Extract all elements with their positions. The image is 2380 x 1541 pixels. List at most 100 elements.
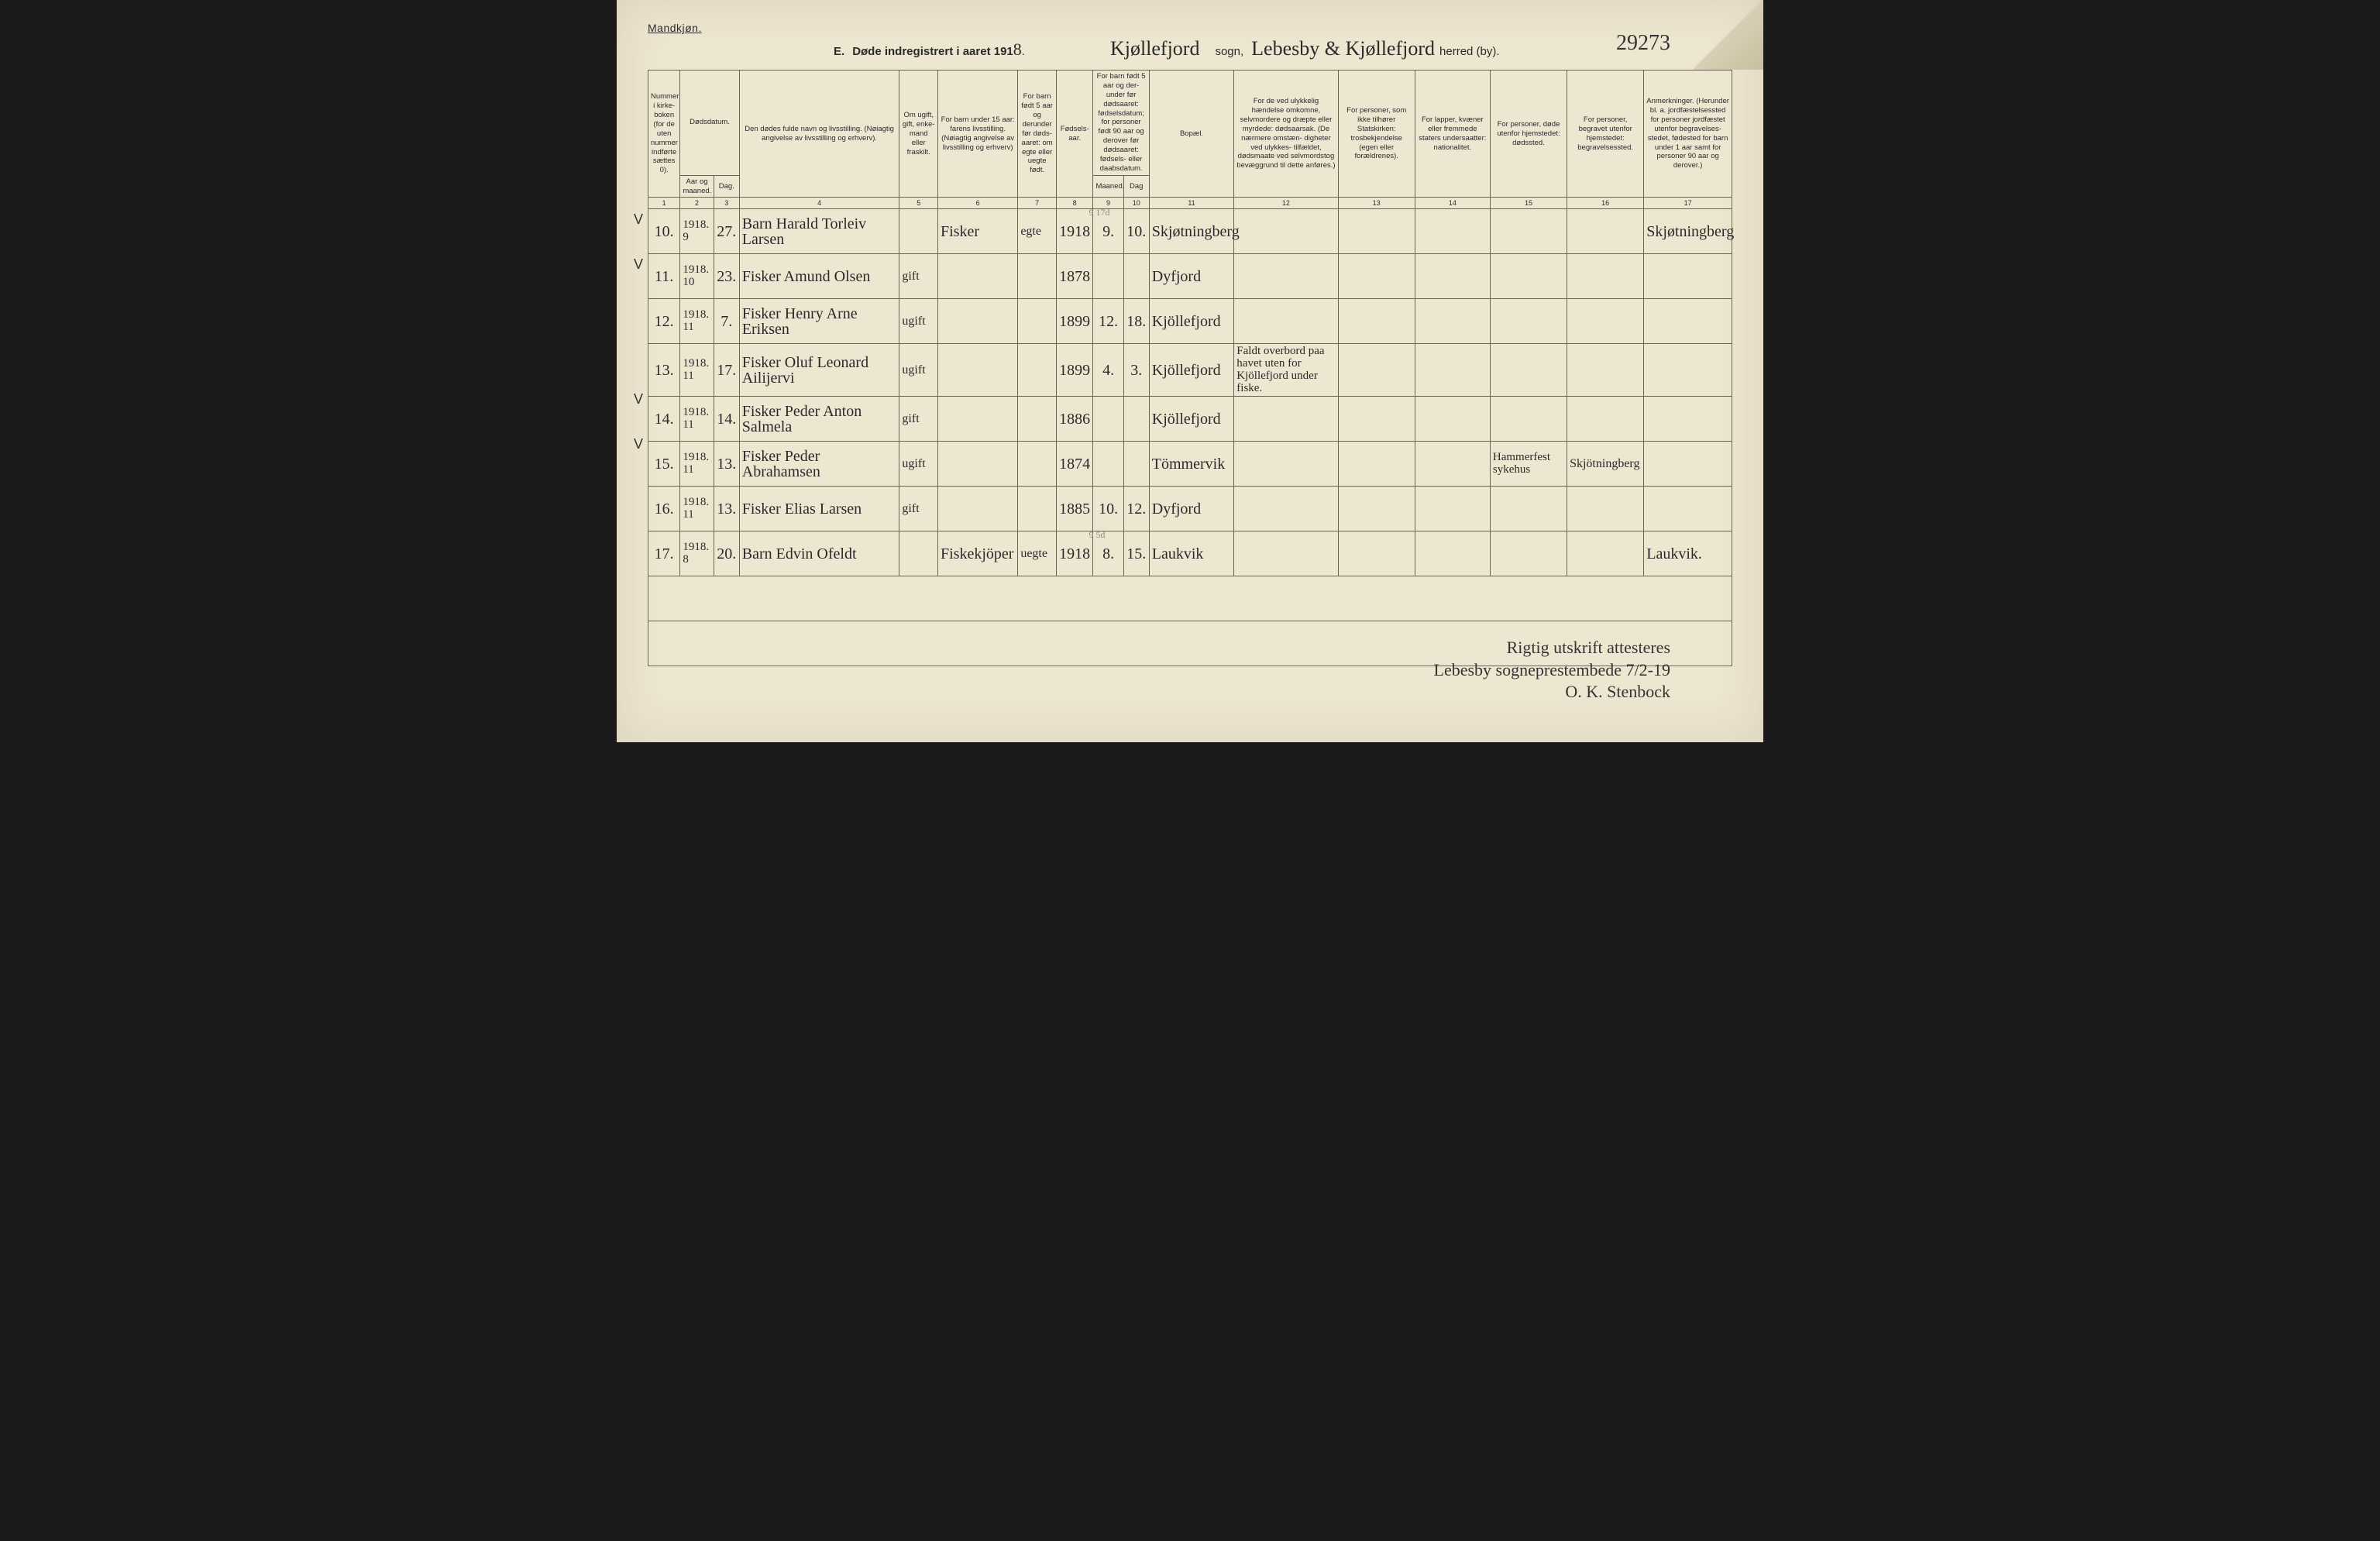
column-number: 11 (1149, 198, 1234, 209)
register-table: Nummer i kirke- boken (for de uten numme… (648, 70, 1732, 666)
col-17-header: Anmerkninger. (Herunder bl. a. jordfæste… (1644, 71, 1732, 198)
herred-label: herred (by). (1439, 45, 1500, 58)
cell (1644, 299, 1732, 344)
cell (1018, 487, 1057, 531)
cell: ugift (899, 299, 938, 344)
cell: Fisker Henry Arne Eriksen (739, 299, 899, 344)
cell (1567, 531, 1644, 576)
cell: ugift (899, 442, 938, 487)
cell: egte (1018, 209, 1057, 254)
cell (1490, 344, 1567, 397)
col-6-header: For barn under 15 aar: farens livsstilli… (938, 71, 1018, 198)
cell (938, 487, 1018, 531)
table-head: Nummer i kirke- boken (for de uten numme… (648, 71, 1732, 198)
table-row: 12.1918. 117.Fisker Henry Arne Eriksenug… (648, 299, 1732, 344)
cell: Fisker Peder Anton Salmela (739, 397, 899, 442)
pencil-note: 9 17d (1089, 208, 1109, 217)
cell (1123, 397, 1149, 442)
cell (1415, 397, 1490, 442)
col-11-header: Bopæl. (1149, 71, 1234, 198)
cell: 12. (1123, 487, 1149, 531)
cell: Kjöllefjord (1149, 299, 1234, 344)
cell: 12. (648, 299, 680, 344)
cell: 16. (648, 487, 680, 531)
cell (1234, 299, 1338, 344)
cell: 12. (1093, 299, 1123, 344)
col-15-header: For personer, døde utenfor hjemstedet: d… (1490, 71, 1567, 198)
cell: 1918. 10 (680, 254, 714, 299)
sogn-label: sogn, (1215, 45, 1243, 58)
cell: 1899 (1056, 299, 1093, 344)
cell: 1899 (1056, 344, 1093, 397)
cell (1234, 209, 1338, 254)
table-row: 15.1918. 1113.Fisker Peder Abrahamsenugi… (648, 442, 1732, 487)
cell: gift (899, 487, 938, 531)
cell (899, 209, 938, 254)
cell (1490, 531, 1567, 576)
col-1-header: Nummer i kirke- boken (for de uten numme… (648, 71, 680, 198)
title-prefix: Døde indregistrert i aaret 191 (852, 45, 1013, 58)
cell: 1918. 9 (680, 209, 714, 254)
cell: uegte (1018, 531, 1057, 576)
cell: 13. (714, 442, 739, 487)
column-number: 12 (1234, 198, 1338, 209)
cell (1123, 254, 1149, 299)
cell: 11. (648, 254, 680, 299)
cell: 1918 (1056, 531, 1093, 576)
cell (1490, 397, 1567, 442)
cell (1338, 209, 1415, 254)
cell: ugift (899, 344, 938, 397)
cell (1018, 254, 1057, 299)
cell (1567, 397, 1644, 442)
footer-attestation: Rigtig utskrift attesteres Lebesby sogne… (1434, 637, 1670, 703)
cell: 14. (648, 397, 680, 442)
cell: gift (899, 397, 938, 442)
cell: 1918 (1056, 209, 1093, 254)
row-checkmark: V (634, 391, 643, 408)
row-checkmark: V (634, 212, 643, 228)
title-row: E. Døde indregistrert i aaret 191 8 . Kj… (648, 37, 1732, 60)
cell (1093, 254, 1123, 299)
cell (1415, 254, 1490, 299)
cell (1338, 442, 1415, 487)
cell: 1918. 11 (680, 299, 714, 344)
col-5-header: Om ugift, gift, enke- mand eller fraskil… (899, 71, 938, 198)
column-number: 10 (1123, 198, 1149, 209)
col-14-header: For lapper, kvæner eller fremmede stater… (1415, 71, 1490, 198)
cell (1018, 344, 1057, 397)
cell (1644, 487, 1732, 531)
cell (1338, 299, 1415, 344)
cell (1234, 487, 1338, 531)
col-8-header: Fødsels- aar. (1056, 71, 1093, 198)
column-number: 3 (714, 198, 739, 209)
cell (938, 344, 1018, 397)
col-13-header: For personer, som ikke tilhører Statskir… (1338, 71, 1415, 198)
cell: 23. (714, 254, 739, 299)
cell (1415, 209, 1490, 254)
cell (899, 531, 938, 576)
cell (1234, 254, 1338, 299)
table-row: 13.1918. 1117.Fisker Oluf Leonard Ailije… (648, 344, 1732, 397)
footer-line-2: Lebesby sogneprestembede 7/2-19 (1434, 659, 1670, 682)
cell: Kjöllefjord (1149, 344, 1234, 397)
column-number: 15 (1490, 198, 1567, 209)
column-number: 4 (739, 198, 899, 209)
cell (1567, 209, 1644, 254)
cell (1644, 254, 1732, 299)
cell (938, 442, 1018, 487)
cell (1490, 487, 1567, 531)
table-row: 14.1918. 1114.Fisker Peder Anton Salmela… (648, 397, 1732, 442)
cell: 1918. 8 (680, 531, 714, 576)
cell (1234, 397, 1338, 442)
cell: Fisker Amund Olsen (739, 254, 899, 299)
ref-number: 29273 (1616, 31, 1670, 56)
cell (1644, 397, 1732, 442)
cell (1338, 344, 1415, 397)
cell (1234, 531, 1338, 576)
cell: gift (899, 254, 938, 299)
row-checkmark: V (634, 256, 643, 273)
cell (1093, 397, 1123, 442)
column-number: 14 (1415, 198, 1490, 209)
cell (1018, 397, 1057, 442)
col-4-header: Den dødes fulde navn og livsstilling. (N… (739, 71, 899, 198)
